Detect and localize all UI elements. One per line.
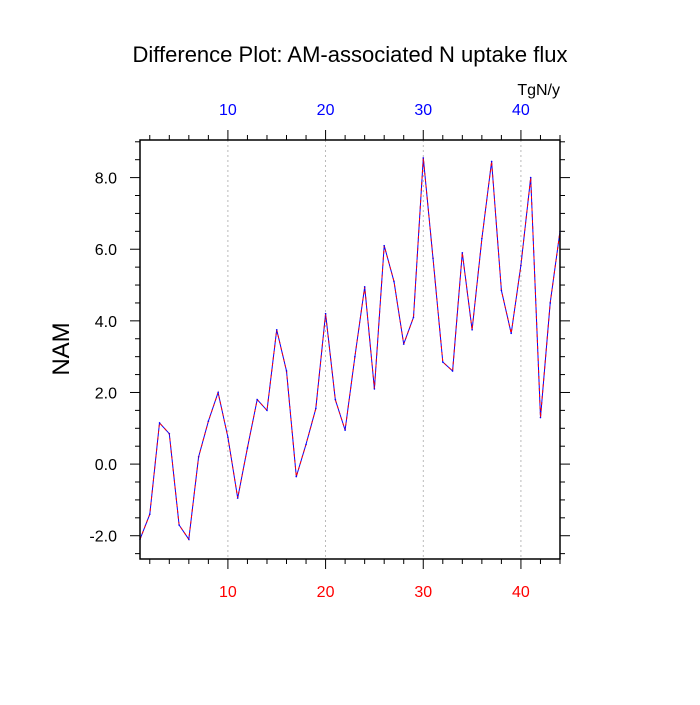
data-point — [461, 252, 464, 254]
data-point — [324, 312, 327, 315]
data-point — [383, 244, 385, 247]
data-point — [334, 398, 337, 401]
x-tick-label-top: 40 — [512, 102, 530, 119]
data-point — [520, 264, 522, 267]
data-point — [305, 443, 307, 446]
data-point — [246, 447, 249, 449]
y-tick-label: 0.0 — [95, 457, 117, 474]
data-point — [481, 237, 483, 240]
data-point — [275, 329, 278, 331]
plot-frame — [139, 139, 561, 560]
x-tick-label-bottom: 10 — [219, 584, 237, 601]
y-tick-label: -2.0 — [89, 529, 117, 546]
data-point — [510, 332, 512, 335]
series-lines — [139, 157, 561, 541]
data-point — [393, 280, 395, 283]
data-point — [354, 355, 356, 358]
data-point — [285, 370, 288, 372]
data-point — [451, 370, 454, 372]
x-tick-label-top: 10 — [219, 102, 237, 119]
data-point — [295, 475, 298, 478]
data-point — [207, 420, 210, 422]
tick-labels: 10 10 20 20 30 30 40 40 -2.0 0.0 2.0 4.0 6.0 8.0 — [89, 102, 530, 601]
x-tick-label-top: 30 — [414, 102, 432, 119]
data-point — [412, 316, 415, 319]
y-tick-label: 8.0 — [95, 171, 117, 188]
data-point — [441, 361, 444, 363]
data-point — [402, 343, 405, 345]
units-label: TgN/y — [517, 82, 560, 99]
data-point — [148, 513, 151, 516]
x-tick-label-top: 20 — [317, 102, 335, 119]
y-tick-label: 6.0 — [95, 242, 117, 259]
data-point — [158, 422, 161, 424]
x-tick-label-bottom: 30 — [414, 584, 432, 601]
data-line — [139, 157, 561, 541]
data-point — [227, 436, 229, 439]
data-point — [344, 429, 346, 431]
data-point — [217, 391, 219, 394]
data-point — [197, 456, 200, 458]
chart-title: Difference Plot: AM-associated N uptake … — [133, 42, 568, 67]
data-point — [363, 286, 366, 288]
data-line-overlay — [139, 157, 561, 541]
y-tick-label: 2.0 — [95, 385, 117, 402]
x-tick-label-bottom: 40 — [512, 584, 530, 601]
data-point — [373, 388, 376, 390]
data-point — [549, 302, 552, 304]
data-point — [188, 538, 190, 541]
data-point — [490, 160, 493, 163]
data-point — [315, 407, 317, 410]
data-point — [432, 257, 434, 259]
y-tick-label: 4.0 — [95, 314, 117, 331]
data-point — [471, 329, 473, 331]
axis-ticks — [130, 130, 570, 569]
data-point — [529, 176, 532, 179]
data-point — [236, 497, 239, 499]
x-tick-label-bottom: 20 — [317, 584, 335, 601]
data-point — [266, 409, 268, 412]
data-point — [500, 289, 503, 292]
data-point — [422, 157, 425, 159]
data-point — [168, 432, 171, 435]
data-point — [178, 524, 180, 526]
grid — [227, 140, 522, 559]
y-axis-label: NAM — [48, 322, 75, 375]
data-point — [539, 416, 542, 419]
data-point — [256, 398, 259, 401]
